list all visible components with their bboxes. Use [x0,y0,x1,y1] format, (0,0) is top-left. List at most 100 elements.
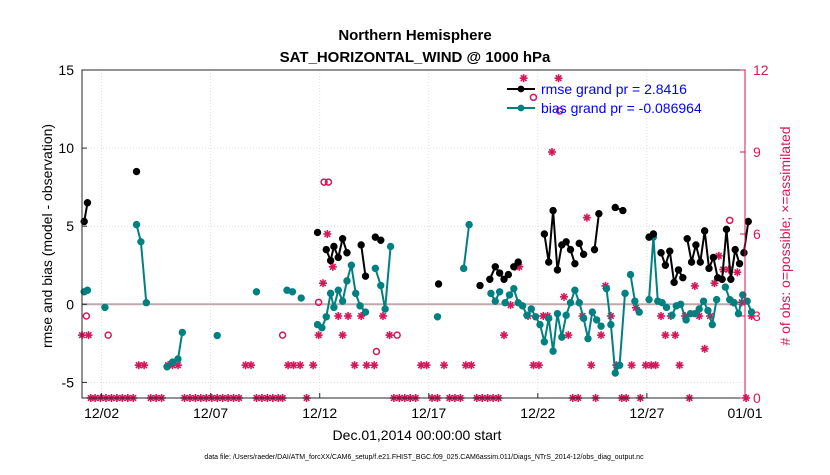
bias-point [607,320,615,329]
y-tick-label: -5 [62,374,75,390]
bias-point [734,309,743,318]
asterisk-stroke [462,361,470,369]
asterisk-stroke [652,361,659,369]
rmse-point [571,259,579,268]
asterisk-stroke [323,230,331,238]
y-axis-label: rmse and bias (model - observation) [39,124,55,348]
rmse-point [727,275,735,283]
obs-assimilated-marker [710,279,719,288]
bias-point [495,288,504,296]
bias-point [615,361,624,369]
rmse-point [514,258,522,266]
bias-point [334,286,342,294]
bias-point [566,299,575,307]
asterisk-stroke [507,301,514,309]
x-tick-label: 12/02 [84,405,119,421]
bias-point [691,309,699,318]
bias-point [343,277,351,285]
bias-point [549,347,557,355]
bias-line [462,224,471,269]
asterisk-stroke [309,361,317,369]
asterisk-stroke [334,312,342,320]
asterisk-stroke [676,361,683,369]
obs-assimilated-marker [84,331,93,340]
obs-assimilated-marker [675,361,684,370]
asterisk-stroke [583,214,591,221]
bias-point [371,264,380,273]
rmse-point [545,258,553,266]
obs-possible-marker [324,178,333,186]
rmse-point [687,258,696,266]
rmse-point [709,253,718,262]
rmse-point [670,278,678,287]
rmse-point [692,241,700,249]
asterisk-stroke [85,331,92,339]
rmse-point [619,206,627,215]
rmse-point [313,228,322,237]
bias-point [743,297,751,305]
asterisk-stroke [500,331,508,339]
bias-line [374,246,392,310]
bias-point [288,288,297,296]
bias-point [558,333,566,341]
obs-assimilated-marker [564,331,573,340]
obs-assimilated-marker [309,361,318,370]
asterisk-stroke [632,304,640,312]
asterisk-stroke [135,361,143,369]
rmse-point [500,275,508,283]
bias-point [540,338,549,346]
asterisk-stroke [247,361,255,369]
asterisk-stroke [742,394,750,402]
rmse-point [553,266,562,274]
obs-assimilated-marker [597,331,606,340]
bias-point [322,313,330,321]
obs-possible-marker [278,331,287,339]
bias-point [174,355,182,363]
rmse-point [377,236,385,244]
x-axis-label: Dec.01,2014 00:00:00 start [333,427,502,443]
asterisk-stroke [315,331,323,339]
bias-point [662,303,671,312]
bias-point [213,331,221,340]
rmse-point [486,275,494,283]
rmse-point [696,258,704,266]
bias-point [602,284,611,293]
bias-point [83,286,92,294]
rmse-point [718,275,726,283]
bias-point [584,334,592,343]
obs-possible-marker [725,216,734,225]
bias-point [626,270,635,279]
asterisk-stroke [423,361,430,369]
y-tick-label: 0 [66,296,74,312]
x-tick-label: 12/27 [629,405,664,421]
bias-point [588,308,597,316]
rmse-point [611,203,619,212]
bias-point [377,281,385,290]
bias-point [132,220,141,229]
bias-point [297,294,305,302]
rmse-point [326,256,335,265]
asterisk-stroke [628,361,635,369]
obs-assimilated-marker [700,344,709,353]
asterisk-stroke [284,361,292,369]
rmse-point [330,242,338,251]
bias-point [621,289,629,298]
x-tick-label: 12/12 [302,405,337,421]
obs-assimilated-marker [440,361,449,370]
asterisk-stroke [379,312,387,320]
rmse-line [593,213,600,250]
bias-point [510,284,518,293]
bias-point [501,299,509,307]
bias-point [487,289,495,298]
plot-frame [81,69,746,399]
obs-possible-marker [555,107,564,115]
obs-assimilated-marker [582,213,591,222]
bias-point [730,299,738,307]
bias-point [579,314,588,323]
bias-point [597,322,605,330]
obs-possible-marker [314,298,323,307]
asterisk-stroke [642,361,650,369]
obs-possible-marker [82,312,91,320]
asterisk-stroke [671,331,679,339]
